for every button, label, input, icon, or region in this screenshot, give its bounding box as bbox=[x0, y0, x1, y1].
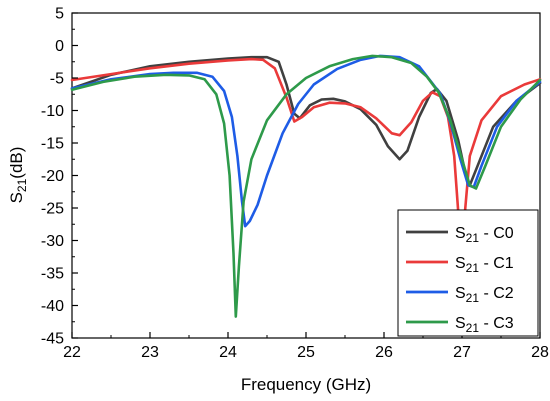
y-tick-label: 0 bbox=[55, 38, 64, 55]
legend: S21 - C0 S21 - C1 S21 - C2 S21 - C3 bbox=[397, 209, 539, 337]
x-tick-label: 25 bbox=[297, 344, 315, 361]
y-tick-label: -35 bbox=[41, 266, 64, 283]
x-tick-label: 23 bbox=[141, 344, 159, 361]
y-axis: 5 0 -5 -10 -15 -20 -25 -30 -35 -40 -45 bbox=[41, 6, 78, 348]
y-tick-label: -45 bbox=[41, 331, 64, 348]
x-tick-label: 26 bbox=[375, 344, 393, 361]
legend-items: S21 - C0 S21 - C1 S21 - C2 S21 - C3 bbox=[406, 225, 514, 335]
legend-label-s21-c2: S21 - C2 bbox=[455, 285, 514, 305]
plot-area bbox=[70, 12, 542, 339]
x-axis-title: Frequency (GHz) bbox=[241, 375, 371, 394]
y-tick-label: -15 bbox=[41, 136, 64, 153]
y-tick-label: -10 bbox=[41, 103, 64, 120]
series-line-s21-c3 bbox=[70, 54, 542, 318]
y-tick-label: -25 bbox=[41, 201, 64, 218]
x-tick-label: 24 bbox=[219, 344, 237, 361]
y-axis-title: S21(dB) bbox=[7, 147, 29, 204]
x-tick-label: 28 bbox=[531, 344, 549, 361]
series-line-s21-c2 bbox=[70, 54, 542, 228]
y-tick-label: 5 bbox=[55, 6, 64, 23]
legend-label-s21-c3: S21 - C3 bbox=[455, 315, 514, 335]
x-axis: 22 23 24 25 26 27 28 bbox=[63, 332, 549, 361]
y-tick-label: -40 bbox=[41, 298, 64, 315]
x-tick-label: 22 bbox=[63, 344, 81, 361]
y-tick-label: -20 bbox=[41, 168, 64, 185]
x-tick-label: 27 bbox=[453, 344, 471, 361]
legend-label-s21-c0: S21 - C0 bbox=[455, 225, 514, 245]
y-tick-label: -30 bbox=[41, 233, 64, 250]
y-tick-label: -5 bbox=[50, 71, 64, 88]
legend-label-s21-c1: S21 - C1 bbox=[455, 255, 514, 275]
